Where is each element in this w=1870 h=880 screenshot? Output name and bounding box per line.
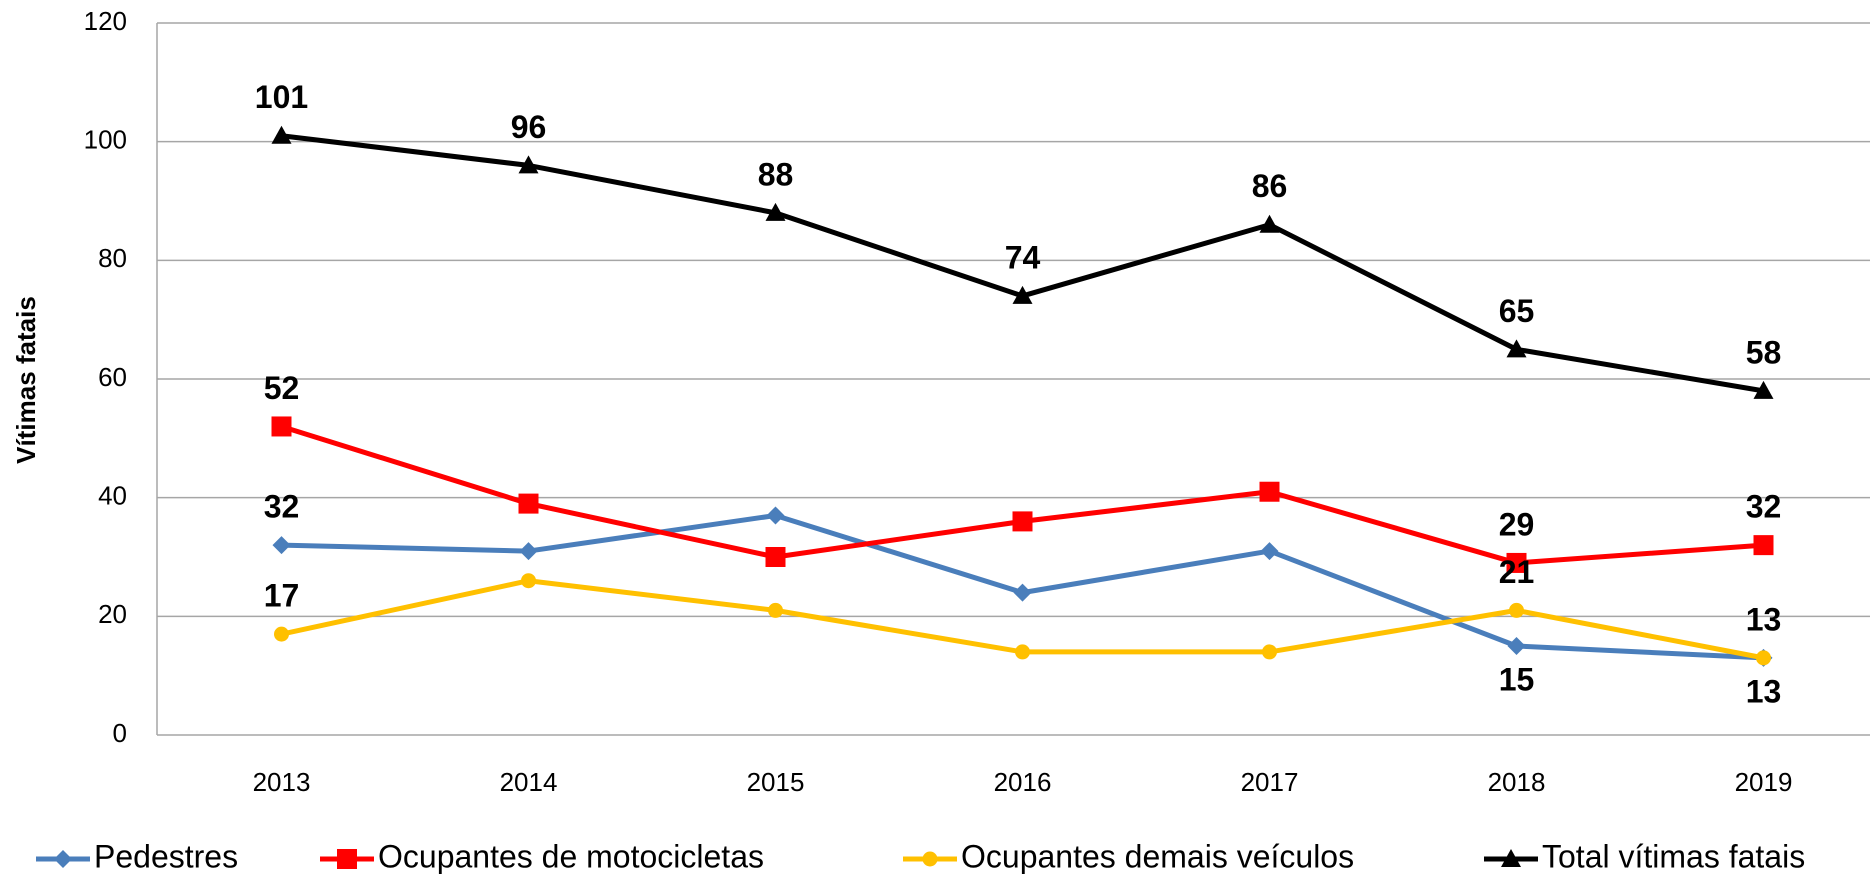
marker [521,573,536,589]
marker [1753,380,1774,399]
y-tick-label: 60 [98,362,127,392]
legend-label: Ocupantes de motocicletas [378,838,764,874]
marker [1012,511,1033,532]
y-tick-label: 40 [98,481,127,511]
data-label: 13 [1746,673,1782,709]
marker [272,536,291,555]
legend-item: Total vítimas fatais [1484,838,1805,874]
x-tick-label: 2016 [994,767,1052,797]
y-tick-label: 20 [98,599,127,629]
data-label: 101 [255,79,308,115]
marker [1507,637,1526,655]
data-label: 58 [1746,334,1782,370]
data-label: 32 [264,489,300,525]
data-label: 29 [1499,506,1535,542]
x-tick-label: 2017 [1241,767,1299,797]
y-tick-label: 100 [84,125,127,155]
legend-item: Ocupantes de motocicletas [320,838,764,874]
marker [54,850,72,868]
marker [1013,583,1032,602]
marker [1506,552,1527,573]
marker [1509,602,1524,618]
y-tick-label: 80 [98,243,127,273]
marker [518,155,539,174]
x-tick-label: 2015 [747,767,805,797]
marker [1260,542,1279,561]
data-label: 96 [511,109,547,145]
marker [1756,650,1771,666]
data-label: 15 [1499,661,1535,697]
legend-label: Total vítimas fatais [1542,838,1805,874]
data-label: 32 [1746,489,1782,525]
marker [1012,285,1033,304]
y-tick-label: 0 [113,718,127,748]
marker [1259,214,1280,233]
data-label: 74 [1005,239,1041,275]
marker [766,506,785,525]
marker [1262,644,1277,660]
marker [271,125,292,144]
data-label: 88 [758,156,794,192]
data-label: 13 [1746,601,1782,637]
data-label: 65 [1499,293,1535,329]
marker [765,547,786,567]
data-label: 86 [1252,168,1288,204]
x-tick-label: 2014 [500,767,558,797]
marker [337,849,357,869]
y-axis-title: Vítimas fatais [11,296,41,464]
marker [765,202,786,221]
marker [1501,849,1521,867]
x-tick-label: 2013 [253,767,311,797]
legend-label: Pedestres [94,838,238,874]
marker [1259,481,1280,502]
y-tick-label: 120 [84,6,127,36]
marker [274,626,289,642]
marker [518,493,539,514]
data-label: 21 [1499,554,1535,590]
marker [271,416,292,437]
marker [768,602,783,618]
marker [1506,339,1527,358]
marker [1015,644,1030,660]
x-tick-label: 2018 [1488,767,1546,797]
x-tick-label: 2019 [1735,767,1793,797]
series-line [280,424,1764,566]
marker [519,542,538,561]
data-label: 52 [264,370,300,406]
marker [1753,535,1774,556]
marker [922,851,938,867]
legend-item: Ocupantes demais veículos [903,838,1354,874]
legend-item: Pedestres [36,838,238,874]
legend-label: Ocupantes demais veículos [961,838,1354,874]
data-label: 17 [264,578,300,614]
